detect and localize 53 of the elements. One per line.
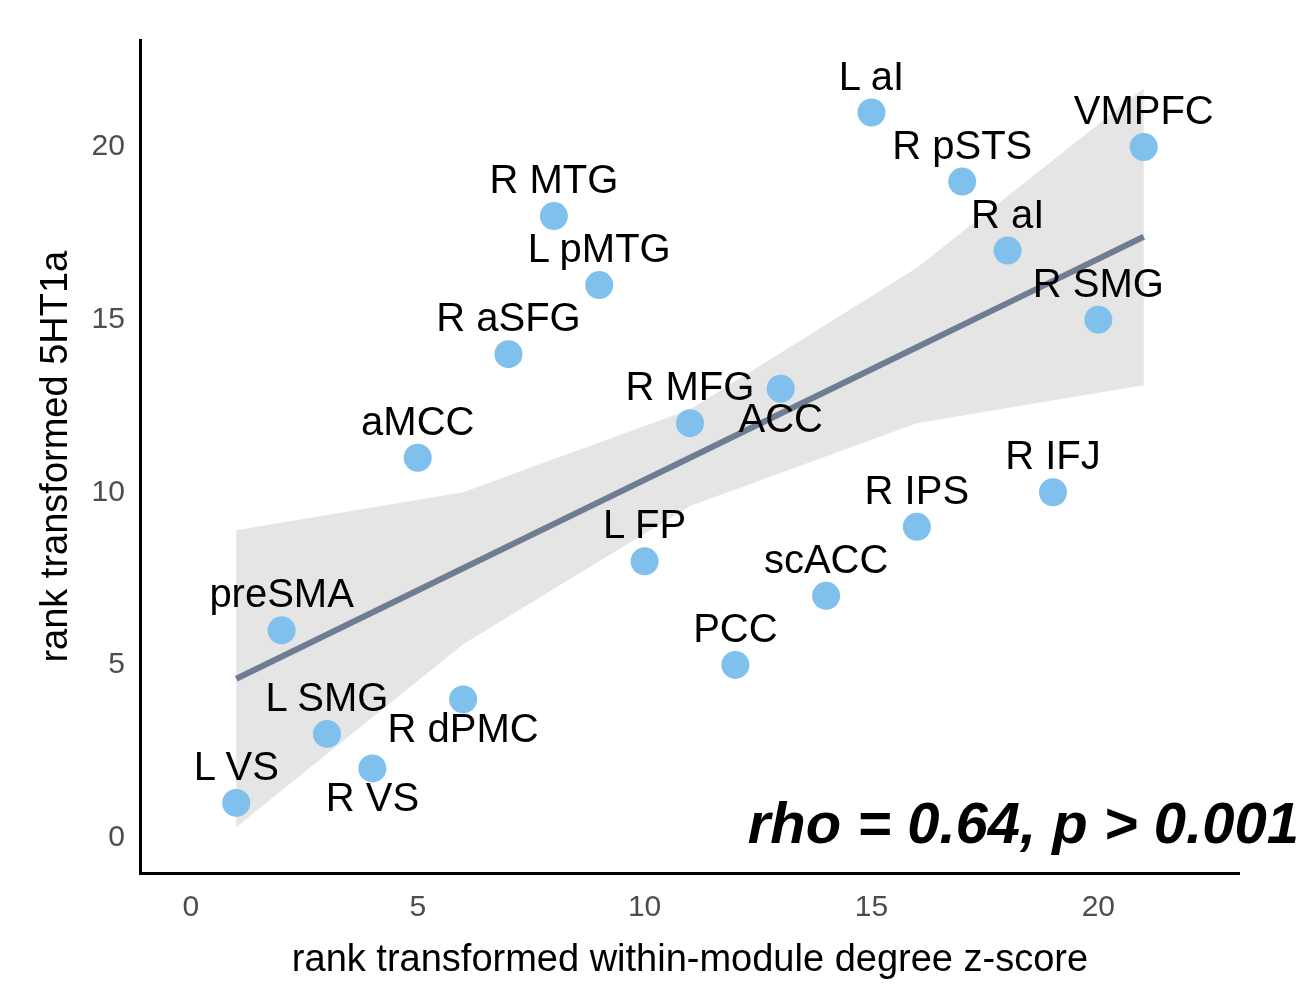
point [585,271,614,300]
point [766,374,795,403]
annotation: rho = 0.64, p > 0.001 [747,790,1299,856]
annotation: L aI [838,53,905,98]
annotation: R IPS [864,467,970,512]
point [993,236,1022,265]
x-tick-label: 5 [409,888,427,922]
annotation: R VS [325,775,420,820]
point [403,443,432,472]
annotation: R MTG [489,157,619,202]
point [721,650,750,679]
annotation: L pMTG [527,226,671,271]
point [1129,133,1158,162]
annotation: preSMA [209,571,355,616]
point [1038,478,1067,507]
point [494,340,523,369]
annotation: L VS [193,744,279,788]
point [630,547,659,576]
x-tick-label: 20 [1081,888,1116,922]
annotation: R aI [970,191,1045,236]
point [675,409,704,438]
annotation: R IFJ [1005,433,1101,478]
point [539,202,568,231]
x-tick-label: 0 [182,888,200,922]
point [358,754,387,783]
y-tick-label: 15 [91,300,125,334]
y-tick-label: 10 [91,473,125,507]
annotation: L SMG [265,674,389,719]
annotation: aMCC [361,398,475,443]
point [222,788,251,817]
point [812,581,841,610]
annotation: R aSFG [436,295,581,340]
y-axis-title: rank transformed 5HT1a [33,249,76,663]
point [948,167,977,196]
point [857,98,886,127]
y-tick-label: 5 [108,646,125,680]
annotation: scACC [763,536,889,581]
y-tick-label: 0 [108,818,125,852]
x-tick-label: 15 [854,888,889,922]
point [267,616,296,645]
annotation: R dPMC [387,706,539,751]
x-axis-title: rank transformed within-module degree z-score [291,936,1089,979]
x-tick-label: 10 [627,888,662,922]
annotation: L FP [603,502,687,547]
point [449,685,478,714]
annotation: PCC [693,605,778,650]
point [313,719,341,748]
annotation: R pSTS [892,122,1033,167]
point [1084,305,1113,334]
annotation: R SMG [1032,260,1164,305]
annotation: VMPFC [1073,88,1214,133]
y-tick-label: 20 [91,128,125,162]
point [902,512,931,541]
